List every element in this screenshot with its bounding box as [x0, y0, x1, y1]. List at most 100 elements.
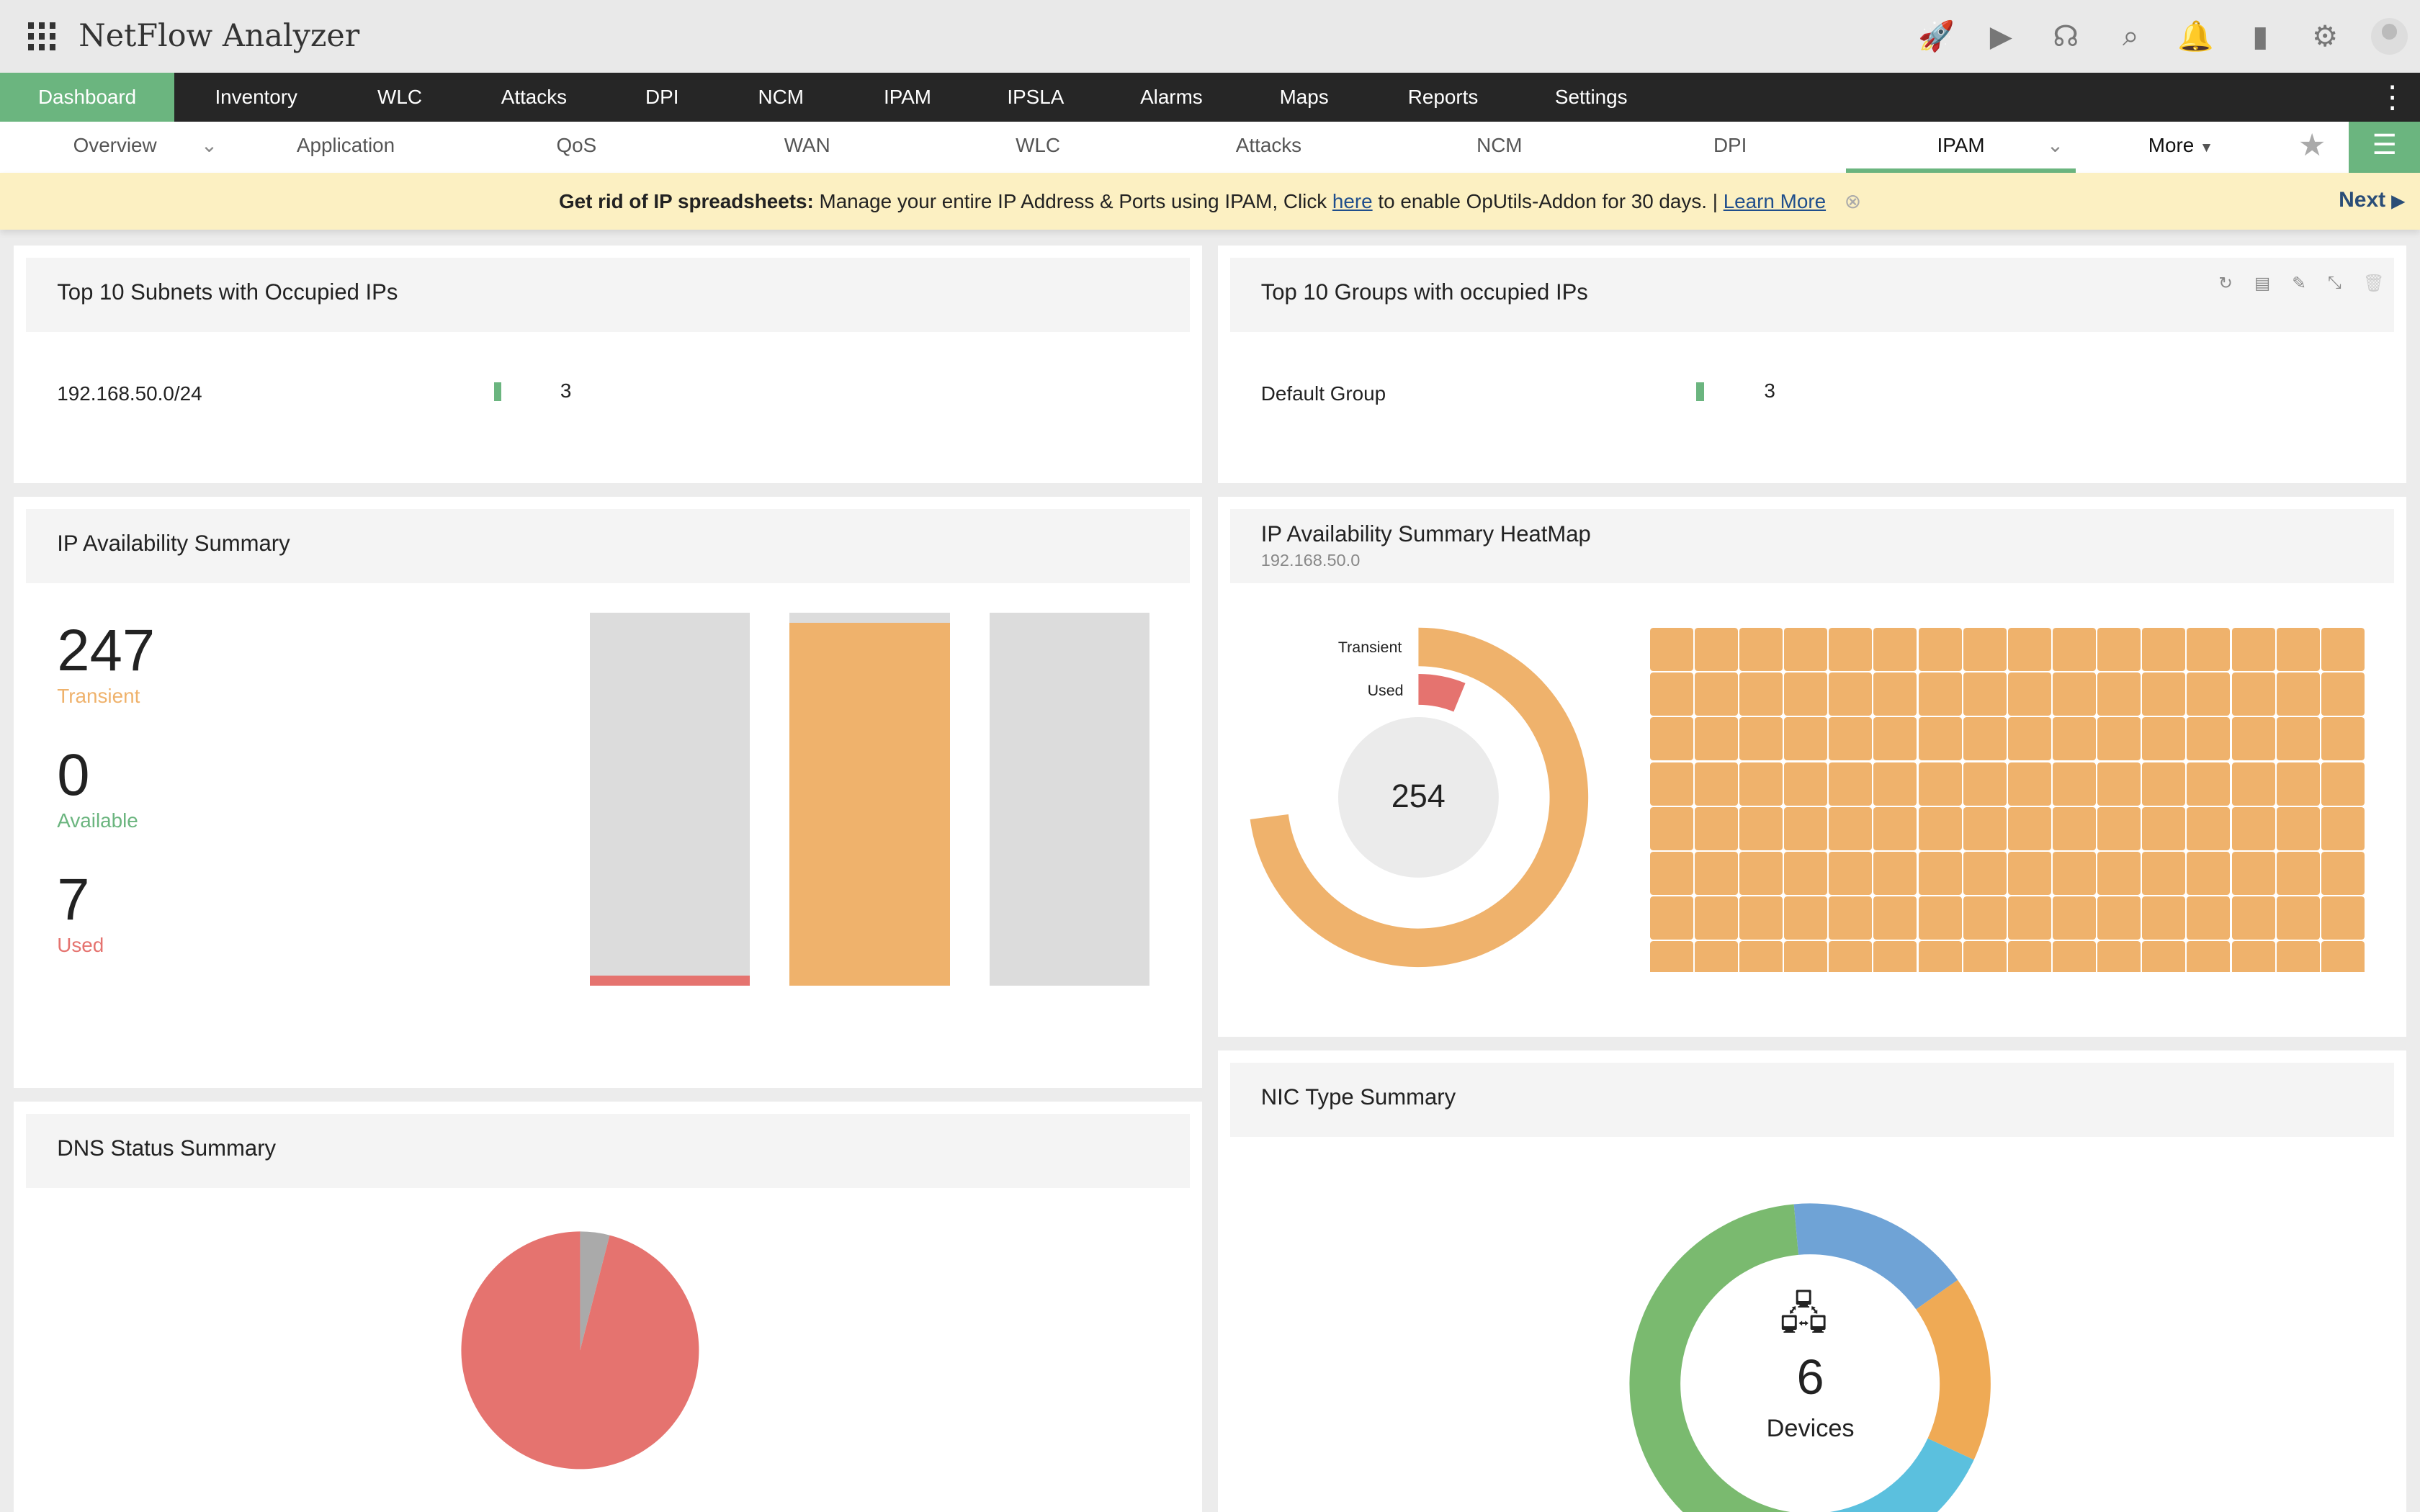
ip-cell[interactable] [2276, 762, 2320, 806]
presentation-icon[interactable]: ▶ [1989, 19, 2013, 53]
ip-cell[interactable] [1873, 806, 1917, 850]
ip-cell[interactable] [2097, 717, 2141, 761]
ip-cell[interactable] [2321, 717, 2365, 761]
ip-cell[interactable] [1918, 941, 1962, 972]
ip-cell[interactable] [1694, 717, 1738, 761]
ip-cell[interactable] [1829, 717, 1873, 761]
ip-cell[interactable] [2187, 762, 2231, 806]
ip-cell[interactable] [2276, 851, 2320, 895]
ip-cell[interactable] [1963, 628, 2007, 672]
expand-icon[interactable]: ⤡ [2327, 273, 2341, 292]
subnav-attacks[interactable]: Attacks [1154, 122, 1384, 173]
ip-cell[interactable] [2142, 762, 2186, 806]
ip-cell[interactable] [1694, 806, 1738, 850]
ip-cell[interactable] [2187, 717, 2231, 761]
subnav-ipam[interactable]: IPAM ⌄ [1845, 122, 2076, 173]
ip-cell[interactable] [1739, 717, 1783, 761]
subnav-qos[interactable]: QoS [462, 122, 691, 173]
chevron-down-icon[interactable]: ⌄ [200, 134, 218, 157]
ip-cell[interactable] [2142, 628, 2186, 672]
ip-cell[interactable] [2142, 851, 2186, 895]
edit-icon[interactable]: ✎ [2292, 274, 2306, 293]
ip-cell[interactable] [2187, 628, 2231, 672]
ip-cell[interactable] [2097, 941, 2141, 972]
ip-cell[interactable] [2187, 806, 2231, 850]
ip-cell[interactable] [1873, 762, 1917, 806]
ip-cell[interactable] [2231, 896, 2275, 940]
ip-cell[interactable] [1649, 628, 1693, 672]
ip-cell[interactable] [1739, 896, 1783, 940]
ip-cell[interactable] [1784, 941, 1828, 972]
ip-cell[interactable] [2053, 941, 2096, 972]
ip-cell[interactable] [1784, 717, 1828, 761]
nav-ipam[interactable]: IPAM [883, 85, 931, 108]
ip-cell[interactable] [1784, 762, 1828, 806]
subnav-wlc[interactable]: WLC [923, 122, 1152, 173]
subnav-application[interactable]: Application [230, 122, 460, 173]
nav-wlc[interactable]: WLC [377, 85, 422, 108]
nav-ncm[interactable]: NCM [758, 85, 804, 108]
ip-cell[interactable] [1963, 941, 2007, 972]
learn-more-link[interactable]: Learn More [1723, 189, 1827, 212]
ip-cell[interactable] [1918, 806, 1962, 850]
ip-cell[interactable] [1829, 672, 1873, 716]
ip-cell[interactable] [2321, 851, 2365, 895]
close-icon[interactable]: ⊗ [1844, 190, 1862, 213]
ip-cell[interactable] [1829, 896, 1873, 940]
ip-cell[interactable] [2276, 628, 2320, 672]
ip-cell[interactable] [2097, 851, 2141, 895]
ip-cell[interactable] [1918, 672, 1962, 716]
add-widget-icon[interactable]: ☰ [2349, 122, 2420, 173]
ip-cell[interactable] [1829, 762, 1873, 806]
ip-cell[interactable] [2321, 806, 2365, 850]
ip-cell[interactable] [2142, 896, 2186, 940]
ip-cell[interactable] [1694, 851, 1738, 895]
ip-cell[interactable] [1963, 672, 2007, 716]
ip-cell[interactable] [2231, 806, 2275, 850]
bell-icon[interactable]: 🔔 [2177, 19, 2214, 53]
ip-cell[interactable] [2276, 717, 2320, 761]
ip-cell[interactable] [1739, 941, 1783, 972]
ip-cell[interactable] [1918, 628, 1962, 672]
ip-cell[interactable] [2187, 941, 2231, 972]
headset-icon[interactable]: ☊ [2053, 19, 2079, 53]
nav-dpi[interactable]: DPI [645, 85, 679, 108]
apps-grid-icon[interactable] [27, 22, 56, 50]
ip-cell[interactable] [2321, 896, 2365, 940]
ip-cell[interactable] [2097, 672, 2141, 716]
ip-cell[interactable] [1873, 628, 1917, 672]
ip-cell[interactable] [2053, 851, 2096, 895]
ip-cell[interactable] [1873, 941, 1917, 972]
ip-cell[interactable] [2187, 896, 2231, 940]
ip-cell[interactable] [2097, 628, 2141, 672]
ip-cell[interactable] [1829, 851, 1873, 895]
ip-cell[interactable] [1649, 851, 1693, 895]
ip-cell[interactable] [2321, 672, 2365, 716]
user-avatar-icon[interactable] [2370, 17, 2408, 55]
ip-cell[interactable] [2097, 806, 2141, 850]
ip-cell[interactable] [2007, 941, 2051, 972]
chevron-down-icon[interactable]: ⌄ [2046, 134, 2064, 157]
ip-cell[interactable] [1963, 717, 2007, 761]
ip-cell[interactable] [1873, 672, 1917, 716]
ip-cell[interactable] [2276, 896, 2320, 940]
ip-cell[interactable] [1649, 896, 1693, 940]
delete-icon[interactable]: 🗑 [2362, 274, 2385, 293]
ip-cell[interactable] [2142, 717, 2186, 761]
ip-cell[interactable] [1829, 806, 1873, 850]
ip-cell[interactable] [1963, 806, 2007, 850]
ip-cell[interactable] [1739, 762, 1783, 806]
ip-cell[interactable] [2053, 896, 2096, 940]
ip-cell[interactable] [2187, 851, 2231, 895]
ip-cell[interactable] [1694, 941, 1738, 972]
ip-cell[interactable] [2007, 628, 2051, 672]
ip-cell[interactable] [2231, 851, 2275, 895]
ip-cell[interactable] [1918, 762, 1962, 806]
ip-cell[interactable] [2231, 717, 2275, 761]
ip-cell[interactable] [1918, 717, 1962, 761]
devices-icon[interactable]: ▮ [2252, 19, 2269, 53]
ip-cell[interactable] [1784, 806, 1828, 850]
ip-cell[interactable] [2007, 762, 2051, 806]
next-button[interactable]: Next ▶ [2339, 188, 2405, 212]
ip-cell[interactable] [2321, 762, 2365, 806]
